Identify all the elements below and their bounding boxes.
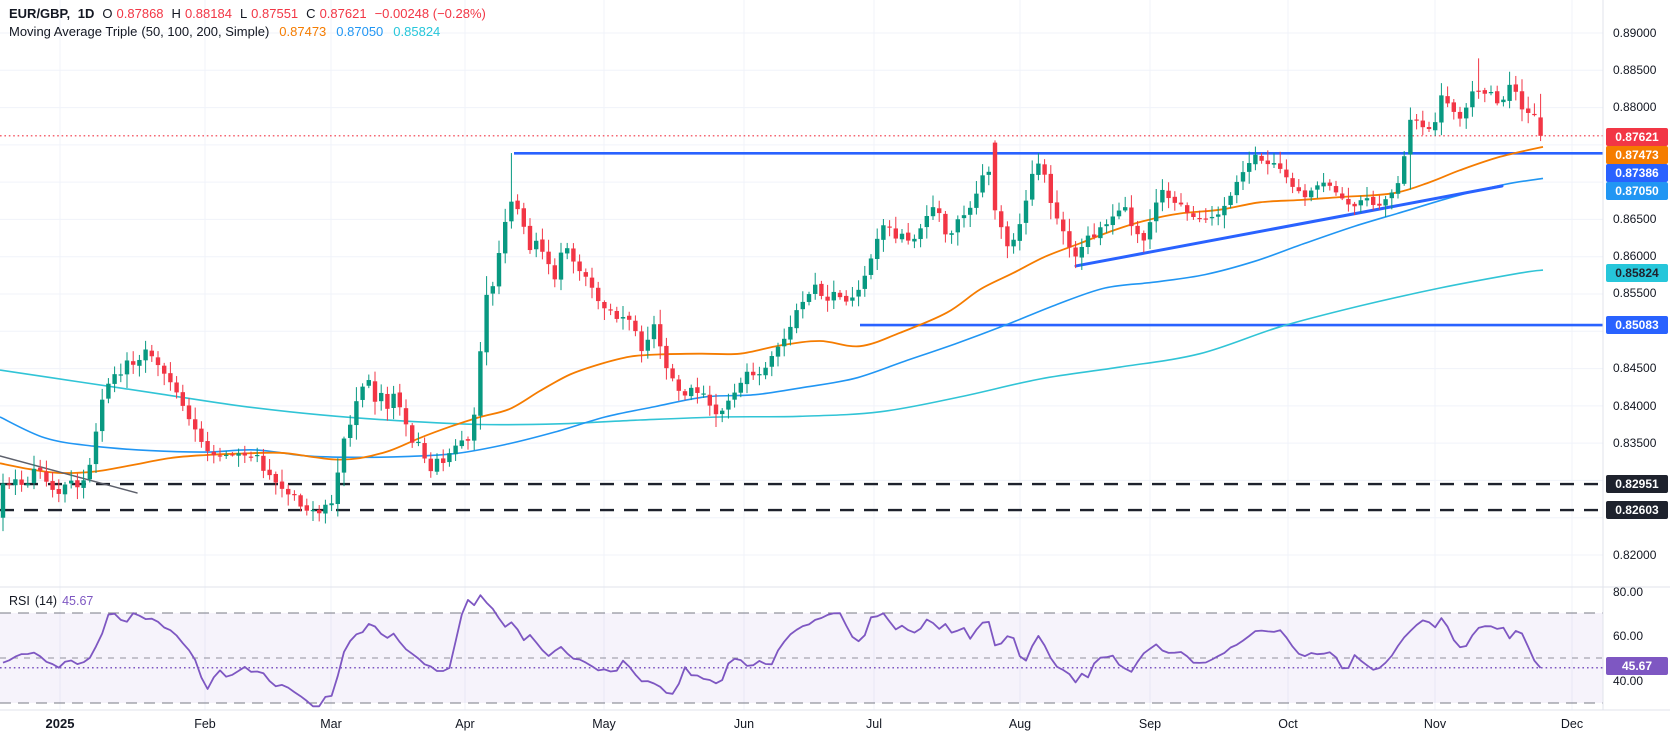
rsi-params: (14): [34, 594, 58, 608]
symbol-ohlc-row: EUR/GBP, 1D O 0.87868 H 0.88184 L 0.87551 C…: [9, 5, 490, 23]
close-value: C 0.87621: [306, 6, 367, 21]
time-axis-label: Nov: [1424, 717, 1447, 731]
axis-tick-label: 0.86000: [1613, 249, 1657, 263]
support-level-badge: 0.85083: [1606, 316, 1668, 334]
time-axis-label: Jul: [866, 717, 882, 731]
axis-tick-label: 0.88000: [1613, 100, 1657, 114]
time-axis-label: Apr: [455, 717, 474, 731]
svg-text:0.85824: 0.85824: [1615, 266, 1659, 280]
rsi-line: [2, 594, 1542, 708]
time-axis-label: 2025: [46, 716, 75, 731]
minor-downtrend-line[interactable]: [0, 455, 138, 494]
dashed-level-lower-badge: 0.82603: [1606, 501, 1668, 519]
ascending-trendline[interactable]: [1074, 184, 1504, 268]
current-price-badge: 0.87621: [1606, 128, 1668, 146]
indicator-params: (50, 100, 200, Simple): [141, 24, 270, 39]
axis-tick-label: 80.00: [1613, 585, 1643, 599]
dashed-level-upper-badge: 0.82951: [1606, 475, 1668, 493]
sma200-badge: 0.85824: [1606, 264, 1668, 282]
low-value: L 0.87551: [239, 6, 299, 21]
axis-tick-label: 0.89000: [1613, 26, 1657, 40]
indicator-row: Moving Average Triple (50, 100, 200, Sim…: [9, 23, 490, 41]
axis-tick-label: 0.85500: [1613, 286, 1657, 300]
rsi-name[interactable]: RSI: [9, 594, 30, 608]
resistance-level-badge: 0.87386: [1606, 164, 1668, 182]
symbol-title[interactable]: EUR/GBP, 1D: [9, 6, 95, 21]
sma100-badge: 0.87050: [1606, 182, 1668, 200]
svg-text:0.87473: 0.87473: [1615, 148, 1659, 162]
axis-tick-label: 0.86500: [1613, 212, 1657, 226]
svg-text:0.82603: 0.82603: [1615, 503, 1659, 517]
svg-text:0.87386: 0.87386: [1615, 166, 1659, 180]
axis-tick-label: 0.82000: [1613, 548, 1657, 562]
svg-text:0.85083: 0.85083: [1615, 318, 1659, 332]
time-axis-label: Aug: [1009, 717, 1031, 731]
sma200-line: [0, 269, 1544, 426]
trendlines[interactable]: [0, 184, 1504, 494]
rsi-legend: RSI (14) 45.67: [9, 593, 98, 609]
rsi-value-badge: 45.67: [1606, 657, 1668, 675]
axis-tick-label: 0.84500: [1613, 361, 1657, 375]
time-axis-label: Oct: [1278, 717, 1298, 731]
axis-tick-label: 40.00: [1613, 674, 1643, 688]
price-levels[interactable]: [0, 135, 1603, 512]
axis-tick-label: 60.00: [1613, 629, 1643, 643]
change-value: −0.00248 (−0.28%): [374, 6, 486, 21]
sma100-line: [0, 177, 1544, 459]
time-axis-label: Mar: [320, 717, 342, 731]
rsi-plot: [2, 594, 1542, 708]
sma200-value: 0.85824: [393, 24, 441, 39]
high-value: H 0.88184: [171, 6, 232, 21]
time-axis-label: Dec: [1561, 717, 1583, 731]
moving-averages: [0, 146, 1544, 474]
time-axis-label: Jun: [734, 717, 754, 731]
rsi-current-value: 45.67: [62, 594, 94, 608]
svg-text:0.87621: 0.87621: [1615, 130, 1659, 144]
time-axis-label: Sep: [1139, 717, 1161, 731]
sma50-line: [0, 146, 1544, 474]
time-axis-label: May: [592, 717, 616, 731]
svg-text:0.87050: 0.87050: [1615, 184, 1659, 198]
svg-text:0.82951: 0.82951: [1615, 477, 1659, 491]
open-value: O 0.87868: [102, 6, 164, 21]
axis-tick-label: 0.88500: [1613, 63, 1657, 77]
candlesticks: [0, 58, 1543, 532]
pane-separators: [0, 0, 1670, 711]
sma100-value: 0.87050: [336, 24, 384, 39]
sma50-badge: 0.87473: [1606, 146, 1668, 164]
axis-badges: 0.87621 0.87473 0.87386 0.87050 0.85824 0.850…: [1606, 128, 1668, 675]
chart-legend: EUR/GBP, 1D O 0.87868 H 0.88184 L 0.87551 C…: [9, 5, 490, 41]
axis-tick-label: 0.83500: [1613, 436, 1657, 450]
gridlines: [0, 0, 1603, 710]
sma50-value: 0.87473: [279, 24, 327, 39]
indicator-name[interactable]: Moving Average Triple: [9, 24, 138, 39]
svg-text:45.67: 45.67: [1622, 659, 1652, 673]
price-axis[interactable]: 0.89000 0.88500 0.88000 0.86500 0.86000 0.855…: [1613, 26, 1657, 688]
axis-tick-label: 0.84000: [1613, 399, 1657, 413]
time-axis-label: Feb: [194, 717, 216, 731]
time-axis[interactable]: 2025 Feb Mar Apr May Jun Jul Aug Sep Oct Nov Dec: [46, 716, 1584, 731]
